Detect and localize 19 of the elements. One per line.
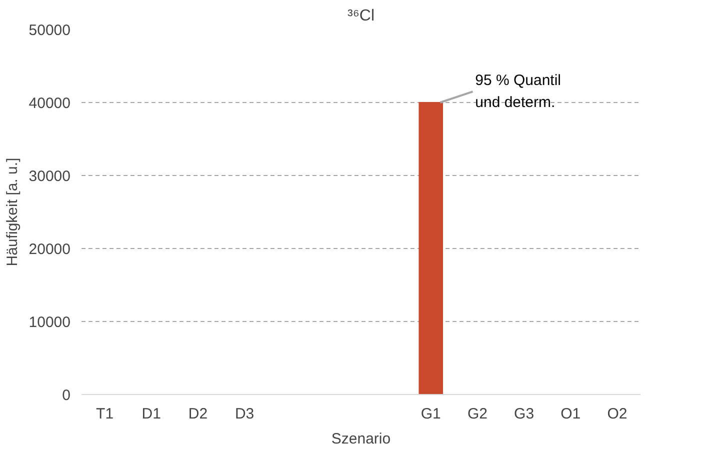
x-tick-label: O2 [607, 406, 628, 422]
annotation: 95 % Quantil und determ. [475, 72, 562, 112]
y-axis-title: Häufigkeit [a. u.] [4, 158, 21, 266]
x-tick-label: D3 [234, 406, 254, 422]
y-tick-label: 10000 [28, 314, 71, 331]
x-tick-label: G1 [420, 406, 441, 422]
x-axis-title: Szenario [331, 430, 391, 448]
x-tick-label: T1 [96, 406, 114, 422]
y-tick-label: 40000 [28, 95, 71, 112]
y-tick-label: 50000 [28, 22, 71, 39]
x-tick-label: D2 [188, 406, 208, 422]
y-tick-label: 0 [62, 387, 70, 404]
y-tick-label: 30000 [28, 168, 71, 185]
x-tick-label: G2 [467, 406, 488, 422]
y-tick-label: 20000 [28, 241, 71, 258]
x-tick-label: D1 [142, 406, 161, 422]
x-tick-label: O1 [560, 406, 581, 422]
x-tick-label: G3 [514, 406, 534, 422]
chart-title: ³⁶Cl [347, 8, 375, 24]
